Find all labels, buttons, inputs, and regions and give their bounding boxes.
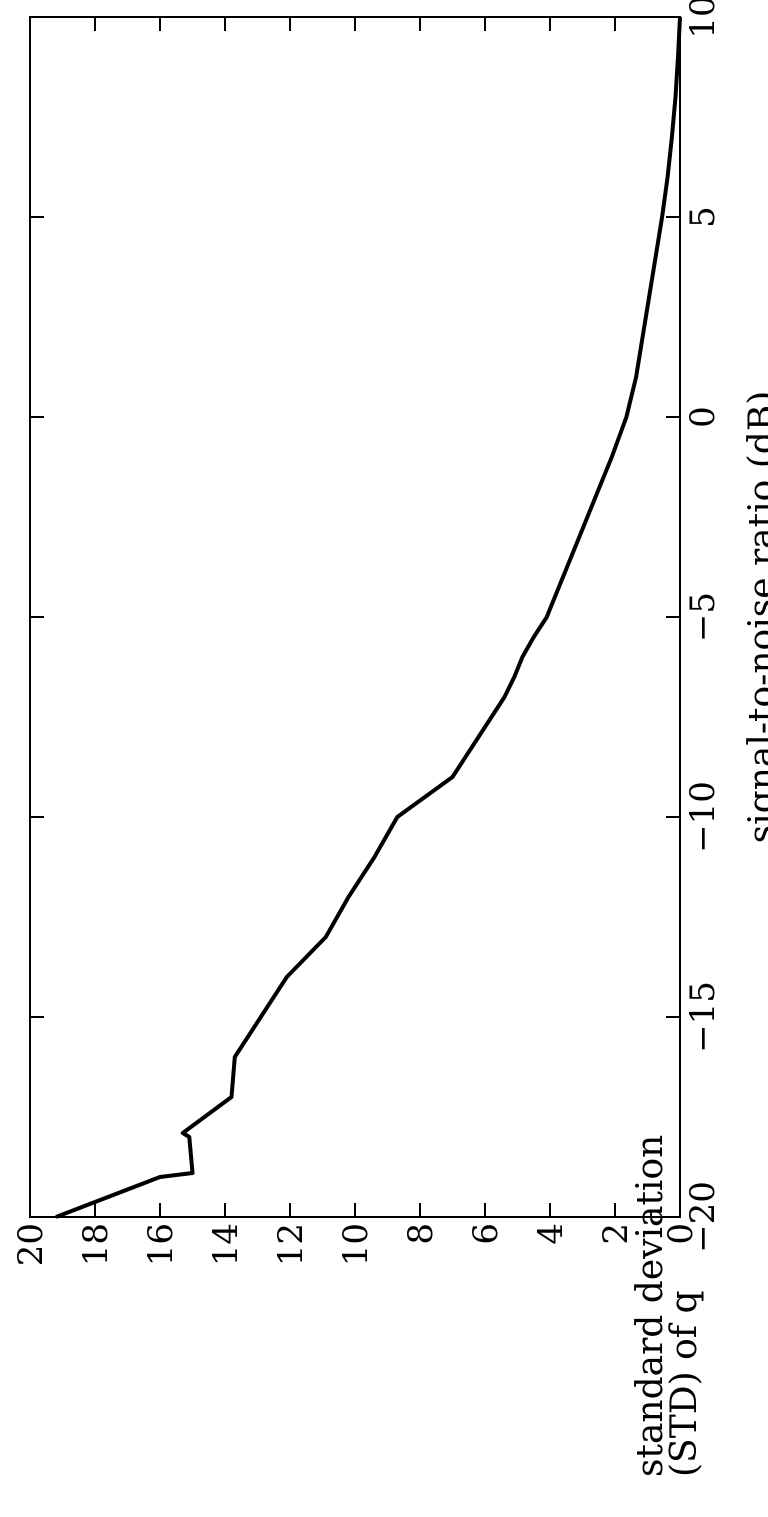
y-tick-label: 2 — [596, 1223, 636, 1245]
x-tick-label: 5 — [683, 206, 723, 228]
y-axis-title-line-2: (STD) of q — [664, 1290, 705, 1477]
y-tick-label: 16 — [141, 1223, 181, 1266]
y-axis-title-line-1: standard deviation — [630, 1135, 671, 1477]
y-tick-label: 14 — [206, 1223, 246, 1266]
x-tick-label: 10 — [683, 0, 723, 39]
plot-frame — [29, 16, 681, 1218]
x-axis-title: signal-to-noise ratio (dB) — [742, 391, 768, 844]
x-tick-label: 0 — [683, 406, 723, 428]
tick-labels: −20 −15 −10 −5 0 5 10 0 2 4 6 8 10 12 14 16 18 20 — [11, 0, 723, 1266]
y-tick-label: 4 — [531, 1223, 571, 1245]
x-tick-label: −5 — [683, 592, 723, 642]
axis-ticks — [29, 16, 681, 1218]
y-tick-label: 8 — [401, 1223, 441, 1245]
y-tick-label: 6 — [466, 1223, 506, 1245]
x-tick-label: −15 — [683, 981, 723, 1053]
y-tick-label: 12 — [271, 1223, 311, 1266]
y-tick-label: 10 — [336, 1223, 376, 1266]
plot-area: −20 −15 −10 −5 0 5 10 0 2 4 6 8 10 12 14 16 18 20 signal-… — [11, 0, 768, 1477]
x-tick-label: −20 — [683, 1181, 723, 1253]
y-tick-label: 0 — [661, 1223, 701, 1245]
y-tick-label: 20 — [11, 1223, 51, 1266]
series-line — [55, 16, 682, 1219]
x-tick-label: −10 — [683, 781, 723, 853]
y-tick-label: 18 — [76, 1223, 116, 1266]
